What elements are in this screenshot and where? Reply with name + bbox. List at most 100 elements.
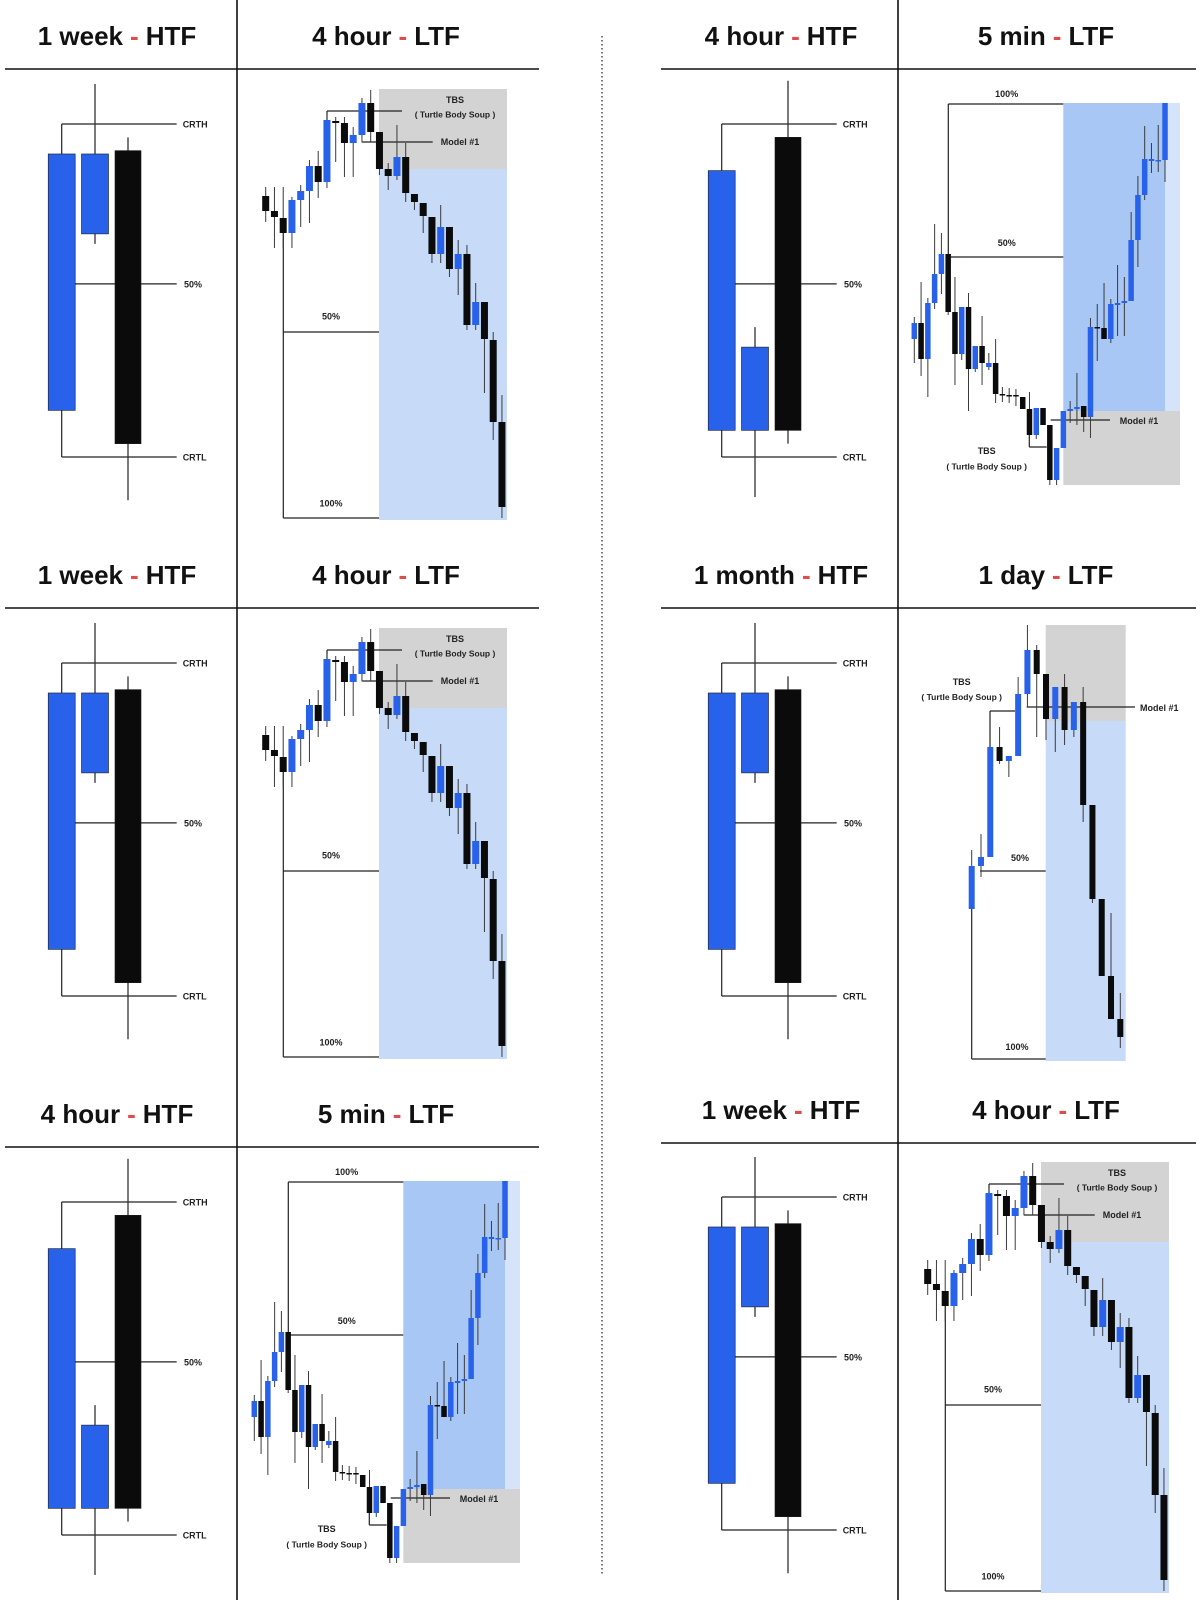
crth-label: CRTH bbox=[843, 120, 868, 130]
candle bbox=[1094, 327, 1101, 329]
candle bbox=[410, 733, 418, 741]
tbs-sub-label: ( Turtle Body Soup ) bbox=[415, 110, 496, 120]
candle bbox=[326, 1441, 332, 1445]
candle bbox=[251, 1401, 258, 1417]
candle bbox=[1033, 408, 1040, 435]
htf-diagram: CRTH 50% CRTL bbox=[47, 84, 208, 501]
candle bbox=[373, 1486, 380, 1513]
ltf-role: LTF bbox=[1074, 1095, 1120, 1125]
candle bbox=[353, 1473, 359, 1475]
tbs-sub-label: ( Turtle Body Soup ) bbox=[921, 692, 1002, 702]
candle bbox=[498, 961, 506, 1046]
candle bbox=[297, 730, 305, 739]
panel-heading: 1 week - HTF 4 hour - LTF bbox=[5, 560, 539, 609]
candle bbox=[1141, 159, 1148, 195]
candle bbox=[332, 121, 340, 123]
model-label: Model #1 bbox=[1120, 416, 1159, 426]
candle bbox=[1101, 328, 1107, 339]
htf-candle bbox=[741, 1226, 769, 1308]
tbs-label: TBS bbox=[978, 446, 996, 456]
candle bbox=[428, 217, 436, 254]
fib-100-label: 100% bbox=[1005, 1042, 1028, 1052]
candle bbox=[992, 363, 999, 394]
candle bbox=[1108, 976, 1115, 1019]
candle bbox=[407, 1487, 413, 1489]
htf-candle bbox=[707, 1226, 736, 1484]
fib-50-label: 50% bbox=[984, 1385, 1002, 1395]
candle bbox=[384, 708, 392, 715]
htf-timeframe-heading: 1 week - HTF bbox=[38, 560, 197, 590]
candle bbox=[393, 1526, 400, 1558]
tbs-label: TBS bbox=[446, 95, 464, 105]
heading-dash: - bbox=[1052, 560, 1061, 590]
candle bbox=[1053, 448, 1060, 480]
candle bbox=[959, 1264, 967, 1273]
candle bbox=[454, 1381, 461, 1383]
candle bbox=[965, 307, 972, 369]
heading-dash: - bbox=[802, 560, 811, 590]
candle bbox=[375, 671, 383, 708]
tbs-zone bbox=[1041, 1162, 1169, 1242]
candle bbox=[298, 1385, 305, 1432]
candle bbox=[419, 742, 427, 755]
htf-candle bbox=[741, 692, 769, 774]
candle bbox=[972, 346, 979, 369]
heading-dash: - bbox=[393, 1099, 402, 1129]
candle bbox=[480, 302, 488, 339]
candle bbox=[349, 135, 357, 143]
candle bbox=[265, 1381, 271, 1437]
ltf-timeframe-heading: 1 day - LTF bbox=[979, 560, 1114, 590]
tbs-sub-label: ( Turtle Body Soup ) bbox=[286, 1540, 367, 1550]
candle bbox=[925, 303, 931, 359]
htf-50-label: 50% bbox=[844, 1352, 862, 1362]
htf-role: HTF bbox=[818, 560, 869, 590]
candle bbox=[367, 642, 375, 671]
htf-timeframe-heading: 1 week - HTF bbox=[38, 21, 197, 51]
candle bbox=[366, 1487, 373, 1513]
tbs-label: TBS bbox=[1108, 1168, 1126, 1178]
crth-label: CRTH bbox=[183, 120, 208, 130]
panel-heading: 1 month - HTF 1 day - LTF bbox=[661, 560, 1196, 609]
candle bbox=[332, 1441, 339, 1472]
candle bbox=[384, 169, 392, 176]
htf-50-label: 50% bbox=[844, 279, 862, 289]
candle bbox=[941, 1291, 949, 1306]
candle bbox=[945, 254, 951, 312]
candle bbox=[999, 394, 1006, 396]
ltf-timeframe: 4 hour bbox=[312, 21, 391, 51]
candle bbox=[1060, 411, 1067, 448]
ltf-chart: 100% 50% Model #1 TBS ( Turtle Body Soup ) bbox=[251, 1167, 520, 1563]
htf-candle bbox=[114, 689, 142, 983]
candle bbox=[410, 194, 418, 202]
candle bbox=[393, 157, 401, 176]
candle bbox=[1142, 1375, 1150, 1412]
candle bbox=[1116, 1327, 1124, 1342]
htf-candle bbox=[707, 170, 736, 431]
candle bbox=[1020, 1176, 1028, 1208]
htf-timeframe-heading: 1 month - HTF bbox=[694, 560, 868, 590]
candle bbox=[472, 841, 480, 864]
crtl-label: CRTL bbox=[183, 1531, 207, 1541]
candle bbox=[1052, 687, 1059, 719]
candle bbox=[1121, 301, 1128, 303]
tbs-sub-label: ( Turtle Body Soup ) bbox=[1077, 1183, 1158, 1193]
ltf-role: LTF bbox=[414, 560, 460, 590]
panel-5: 4 hour - HTF 5 min - LTFCRTH50%CRTL100%50%Mod… bbox=[5, 1099, 539, 1575]
candle bbox=[358, 103, 366, 135]
candle bbox=[1114, 303, 1121, 305]
candle bbox=[323, 659, 331, 721]
tbs-sub-label: ( Turtle Body Soup ) bbox=[946, 462, 1027, 472]
candle bbox=[393, 696, 401, 715]
candle bbox=[262, 735, 270, 750]
candle bbox=[1090, 1290, 1098, 1327]
candle bbox=[414, 1485, 420, 1487]
candle bbox=[1037, 1205, 1045, 1242]
candle bbox=[340, 123, 348, 143]
candle bbox=[1135, 195, 1141, 240]
candle bbox=[262, 196, 270, 211]
candle bbox=[1064, 1230, 1072, 1266]
candle bbox=[1040, 408, 1046, 425]
htf-candle bbox=[47, 1248, 76, 1509]
fib-50-label: 50% bbox=[322, 851, 340, 861]
